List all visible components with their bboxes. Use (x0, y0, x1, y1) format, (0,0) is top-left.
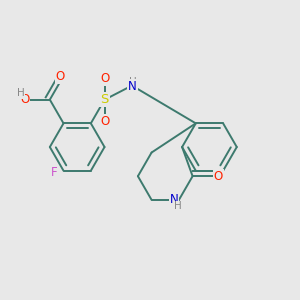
Text: H: H (174, 201, 182, 212)
Text: O: O (56, 70, 65, 83)
Text: N: N (170, 194, 178, 206)
Text: H: H (129, 76, 136, 86)
Text: N: N (128, 80, 137, 93)
Text: O: O (214, 170, 223, 183)
Text: H: H (17, 88, 25, 98)
Text: F: F (51, 166, 57, 179)
Text: O: O (100, 115, 109, 128)
Text: O: O (20, 93, 29, 106)
Text: S: S (100, 93, 109, 106)
Text: O: O (100, 72, 109, 85)
